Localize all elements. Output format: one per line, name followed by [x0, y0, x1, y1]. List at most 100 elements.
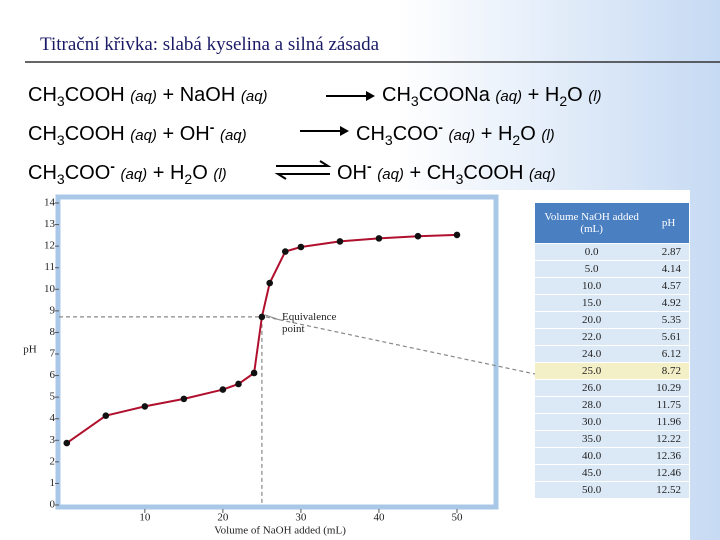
equilibrium-arrow: [276, 160, 332, 167]
x-tick-label: 30: [295, 512, 307, 524]
formula-part: 2: [559, 93, 568, 109]
table-cell: 8.72: [648, 362, 689, 380]
formula-part: (l): [588, 88, 602, 105]
table-cell: 30.0: [535, 413, 649, 431]
table-row: 22.0 5.61: [535, 328, 689, 346]
table-link: [265, 316, 536, 375]
formula-part: 2: [512, 132, 521, 148]
arrow-head: [340, 126, 349, 136]
x-tick-label: 10: [139, 512, 151, 524]
table-cell: 15.0: [535, 294, 649, 312]
table-cell: 5.35: [648, 311, 689, 329]
equation-left: CH3COOH (aq) + OH- (aq): [28, 119, 247, 148]
table-row: 40.0 12.36: [535, 447, 689, 465]
table-cell: 4.92: [648, 294, 689, 312]
y-tick-label: 14: [44, 197, 56, 209]
table-cell: 12.52: [648, 481, 689, 498]
table-cell: 10.29: [648, 379, 689, 397]
table-row: 20.0 5.35: [535, 311, 689, 329]
formula-part: O: [520, 123, 542, 145]
table-cell: 45.0: [535, 464, 649, 482]
table-cell: 11.96: [648, 413, 689, 431]
data-point: [219, 386, 227, 393]
x-tick-label: 50: [451, 512, 463, 524]
x-axis-label: Volume of NaOH added (mL): [214, 525, 346, 537]
y-axis-label: pH: [23, 344, 37, 356]
data-point: [102, 412, 110, 419]
data-point: [180, 395, 188, 403]
table-cell: 4.57: [648, 277, 689, 295]
formula-part: + H: [147, 162, 185, 184]
table-cell: 40.0: [535, 447, 649, 465]
formula-part: 3: [455, 171, 464, 187]
table-cell: 50.0: [535, 481, 649, 498]
data-point: [63, 439, 71, 447]
formula-part: 3: [56, 93, 65, 109]
table-cell: 35.0: [535, 430, 649, 448]
table-header: pH: [648, 203, 689, 244]
table-row: 30.0 11.96: [535, 413, 689, 431]
y-tick-label: 4: [50, 412, 56, 424]
formula-part: CH: [28, 123, 57, 145]
table-cell: 26.0: [535, 379, 649, 397]
table-cell: 11.75: [648, 396, 689, 414]
formula-part: COONa: [418, 84, 496, 106]
x-tick-label: 20: [217, 512, 229, 524]
y-tick-label: 9: [50, 304, 56, 316]
formula-part: 3: [384, 132, 393, 148]
table-cell: 2.87: [648, 243, 689, 261]
table-header: Volume NaOH added (mL): [535, 203, 649, 244]
table-row: 50.0 12.52: [535, 481, 689, 498]
formula-part: 3: [56, 171, 65, 187]
formula-part: -: [110, 158, 115, 174]
formula-part: COOH: [463, 162, 529, 184]
formula-part: (l): [541, 127, 555, 144]
y-tick-label: 11: [44, 261, 55, 273]
table-cell: 22.0: [535, 328, 649, 346]
formula-part: (aq): [240, 88, 268, 105]
table-cell: 28.0: [535, 396, 649, 414]
formula-part: OH: [337, 162, 367, 184]
formula-part: (aq): [495, 88, 523, 105]
formula-part: CH: [28, 84, 57, 106]
y-tick-label: 1: [50, 477, 56, 489]
formula-part: (aq): [120, 166, 148, 183]
table-header-row: Volume NaOH added (mL) pH: [535, 203, 689, 244]
formula-part: (aq): [130, 88, 157, 105]
y-tick-label: 12: [44, 240, 55, 252]
y-tick-label: 10: [44, 283, 56, 295]
table-cell: 10.0: [535, 277, 649, 295]
data-point: [235, 380, 242, 388]
equation-right: CH3COO- (aq) + H2O (l): [356, 119, 555, 148]
formula-part: 2: [184, 171, 193, 187]
table-cell: 0.0: [535, 243, 649, 261]
table-cell: 12.46: [648, 464, 689, 482]
table-cell: 20.0: [535, 311, 649, 329]
y-tick-label: 2: [50, 455, 56, 467]
table-row: 35.0 12.22: [535, 430, 689, 448]
table-row: 0.0 2.87: [535, 243, 689, 261]
equation-right: OH- (aq) + CH3COOH (aq): [337, 158, 556, 187]
plot-frame: [55, 194, 499, 510]
formula-part: (aq): [219, 127, 247, 144]
formula-part: 3: [410, 93, 419, 109]
annotation: Equivalence point: [282, 311, 337, 335]
y-tick-label: 3: [50, 434, 56, 446]
formula-part: COO: [392, 123, 439, 145]
formula-part: + NaOH: [156, 84, 241, 106]
formula-part: COOH: [64, 84, 131, 106]
table-row: 10.0 4.57: [535, 277, 689, 295]
formula-part: -: [209, 119, 215, 135]
formula-part: O: [567, 84, 589, 106]
formula-part: (l): [213, 166, 227, 183]
table-cell: 5.61: [648, 328, 689, 346]
table-row: 26.0 10.29: [535, 379, 689, 397]
data-point: [336, 238, 344, 245]
table-cell: 12.22: [648, 430, 689, 448]
equation-left: CH3COO- (aq) + H2O (l): [28, 158, 227, 187]
table-cell: 5.0: [535, 260, 649, 278]
y-tick-label: 5: [50, 391, 56, 403]
formula-part: (aq): [377, 166, 404, 183]
y-tick-label: 13: [44, 218, 56, 230]
data-point: [297, 243, 305, 251]
